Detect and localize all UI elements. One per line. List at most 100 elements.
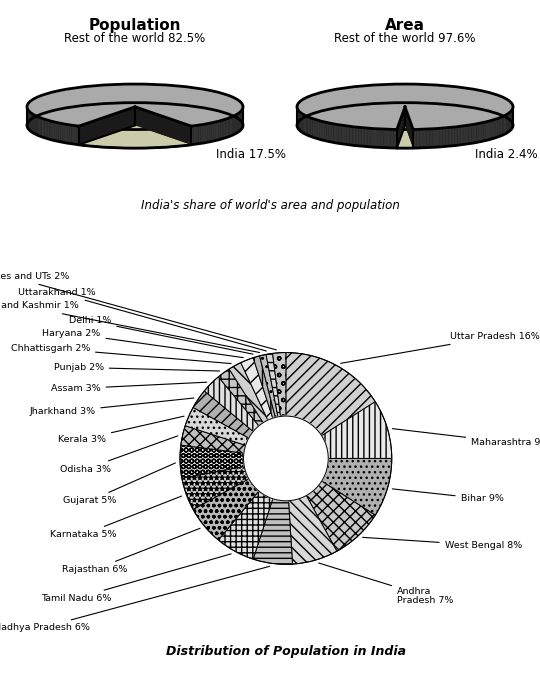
Polygon shape (220, 120, 222, 139)
Wedge shape (193, 391, 253, 438)
Polygon shape (508, 113, 509, 132)
Polygon shape (233, 116, 235, 135)
Polygon shape (486, 121, 488, 141)
Text: Rajasthan 6%: Rajasthan 6% (62, 528, 200, 574)
Polygon shape (481, 123, 484, 141)
Polygon shape (222, 120, 224, 138)
Polygon shape (207, 123, 210, 143)
Ellipse shape (27, 100, 243, 145)
Text: Chhattisgarh 2%: Chhattisgarh 2% (11, 344, 231, 364)
Polygon shape (198, 125, 201, 144)
Ellipse shape (297, 94, 513, 140)
Wedge shape (185, 407, 249, 445)
Polygon shape (32, 114, 33, 133)
Ellipse shape (27, 103, 243, 148)
Text: Kerala 3%: Kerala 3% (58, 416, 184, 444)
Wedge shape (218, 369, 263, 426)
Wedge shape (273, 353, 286, 416)
Polygon shape (505, 114, 507, 134)
Polygon shape (457, 126, 460, 145)
Polygon shape (322, 121, 324, 141)
Polygon shape (381, 129, 384, 147)
Polygon shape (361, 127, 365, 147)
Wedge shape (229, 362, 268, 422)
Polygon shape (29, 111, 30, 130)
Wedge shape (218, 491, 273, 559)
Polygon shape (509, 112, 510, 132)
Polygon shape (318, 121, 320, 139)
Polygon shape (135, 107, 191, 145)
Polygon shape (426, 129, 429, 147)
Polygon shape (79, 107, 191, 130)
Polygon shape (387, 130, 390, 148)
Polygon shape (69, 125, 72, 144)
Polygon shape (320, 121, 322, 140)
Wedge shape (204, 377, 259, 431)
Ellipse shape (27, 94, 243, 140)
Polygon shape (230, 117, 231, 136)
Polygon shape (439, 128, 442, 147)
Text: Rest of the world 82.5%: Rest of the world 82.5% (64, 32, 206, 45)
Text: Tamil Nadu 6%: Tamil Nadu 6% (41, 554, 231, 603)
Polygon shape (302, 114, 303, 133)
Polygon shape (463, 125, 466, 145)
Polygon shape (299, 112, 300, 131)
Polygon shape (484, 122, 486, 141)
Polygon shape (501, 116, 502, 136)
Polygon shape (413, 130, 416, 148)
Wedge shape (253, 356, 275, 418)
Polygon shape (38, 116, 39, 136)
Text: India 17.5%: India 17.5% (216, 148, 286, 161)
Polygon shape (39, 117, 40, 136)
Polygon shape (314, 119, 316, 138)
Polygon shape (225, 119, 227, 138)
Polygon shape (210, 123, 211, 142)
Polygon shape (79, 107, 135, 145)
Wedge shape (181, 426, 246, 453)
Ellipse shape (297, 87, 513, 132)
Polygon shape (405, 107, 413, 148)
Polygon shape (312, 119, 314, 138)
Ellipse shape (297, 90, 513, 135)
Polygon shape (59, 123, 60, 142)
Wedge shape (306, 481, 375, 551)
Polygon shape (215, 121, 217, 141)
Polygon shape (344, 125, 347, 145)
Polygon shape (442, 128, 446, 147)
Polygon shape (371, 128, 374, 147)
Polygon shape (211, 123, 213, 141)
Text: India's share of world's area and population: India's share of world's area and popula… (140, 199, 400, 212)
Polygon shape (74, 125, 76, 145)
Circle shape (244, 416, 328, 501)
Text: Karnataka 5%: Karnataka 5% (50, 496, 181, 539)
Polygon shape (460, 126, 463, 145)
Polygon shape (65, 124, 67, 143)
Polygon shape (201, 125, 203, 143)
Polygon shape (488, 121, 490, 140)
Polygon shape (217, 121, 219, 140)
Polygon shape (33, 114, 35, 134)
Text: Madhya Pradesh 6%: Madhya Pradesh 6% (0, 566, 269, 633)
Polygon shape (308, 116, 309, 136)
Text: Assam 3%: Assam 3% (51, 382, 207, 393)
Polygon shape (490, 121, 492, 139)
Polygon shape (510, 112, 511, 131)
Ellipse shape (27, 87, 243, 132)
Text: Uttarakhand 1%: Uttarakhand 1% (18, 288, 266, 351)
Polygon shape (416, 130, 420, 148)
Polygon shape (239, 112, 240, 132)
Polygon shape (310, 118, 312, 137)
Polygon shape (500, 117, 501, 136)
Polygon shape (420, 130, 423, 148)
Wedge shape (253, 499, 293, 564)
Ellipse shape (297, 84, 513, 130)
Polygon shape (474, 124, 476, 143)
Polygon shape (347, 126, 350, 145)
Polygon shape (423, 129, 426, 148)
Wedge shape (193, 479, 259, 540)
Polygon shape (35, 116, 37, 135)
Polygon shape (72, 125, 74, 144)
Polygon shape (50, 121, 51, 140)
Ellipse shape (297, 103, 513, 148)
Polygon shape (479, 123, 481, 142)
